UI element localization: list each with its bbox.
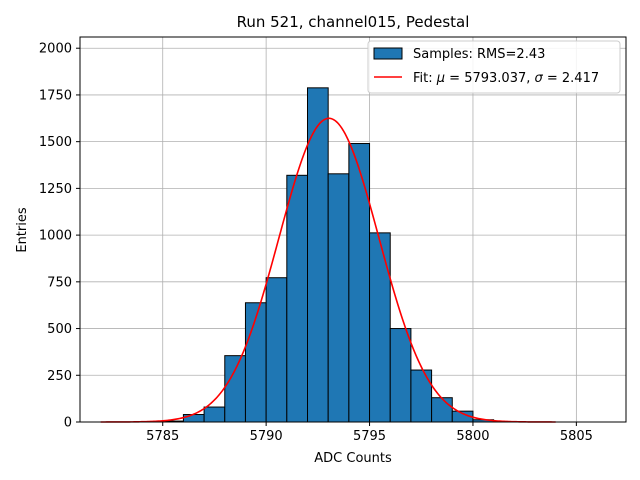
histogram-bar — [244, 302, 267, 423]
histogram-bars — [162, 87, 495, 423]
plot-frame — [79, 36, 627, 423]
y-tick-label: 1750 — [39, 88, 72, 103]
y-tick-label: 1000 — [39, 229, 72, 244]
chart-title: Run 521, channel015, Pedestal — [237, 13, 470, 31]
histogram-bar — [327, 173, 350, 423]
y-tick-label: 750 — [47, 275, 72, 290]
x-tick-label: 5790 — [250, 429, 283, 444]
histogram-bar — [203, 406, 226, 423]
y-tick-label: 1500 — [39, 135, 72, 150]
legend-patch-samples — [373, 47, 403, 60]
histogram-bar — [431, 397, 453, 423]
histogram-bar — [410, 369, 433, 423]
y-tick-label: 500 — [47, 322, 72, 337]
legend-label-fit: Fit: μ = 5793.037, σ = 2.417 — [413, 71, 599, 86]
x-axis-label: ADC Counts — [314, 451, 392, 466]
histogram-bar — [182, 414, 205, 423]
y-axis-label: Entries — [15, 207, 30, 253]
legend-box — [367, 40, 621, 94]
histogram-bar — [348, 143, 371, 423]
legend-label-samples: Samples: RMS=2.43 — [413, 47, 545, 62]
histogram-bar — [286, 174, 308, 423]
y-tick-label: 250 — [47, 369, 72, 384]
histogram-bar — [369, 232, 391, 423]
histogram-bar — [224, 355, 246, 423]
legend: Samples: RMS=2.43 Fit: μ = 5793.037, σ =… — [367, 40, 621, 94]
y-tick-label: 1250 — [39, 182, 72, 197]
fit-curve-group — [100, 117, 556, 423]
x-tick-label: 5785 — [146, 429, 179, 444]
fit-curve — [100, 117, 556, 423]
x-tick-label: 5805 — [560, 429, 593, 444]
y-tick-label: 0 — [64, 416, 72, 431]
axis-ticks: 5785 5790 5795 5800 5805 0 250 500 750 1000 1250 15… — [39, 42, 593, 444]
y-tick-label: 2000 — [39, 42, 72, 57]
histogram-bar — [389, 328, 412, 423]
x-tick-label: 5795 — [353, 429, 386, 444]
histogram-bar — [265, 277, 288, 423]
x-tick-label: 5800 — [456, 429, 489, 444]
